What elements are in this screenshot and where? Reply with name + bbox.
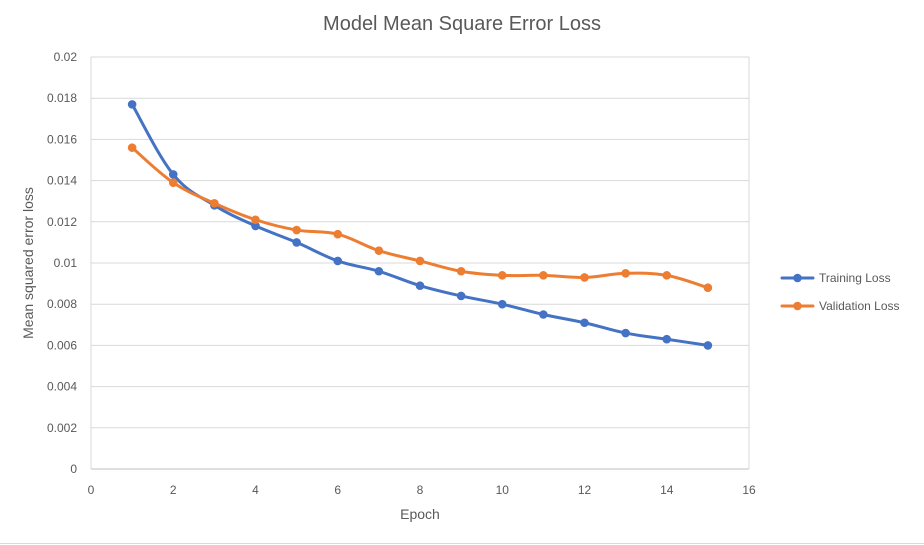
training-loss-point [168,170,178,179]
x-tick-label: 6 [334,483,341,497]
y-tick-label: 0.01 [54,256,78,270]
y-tick-label: 0.002 [47,421,77,435]
training-loss-point [621,328,630,338]
training-loss-point [662,334,672,344]
y-tick-label: 0 [70,462,77,476]
y-tick-label: 0.012 [47,215,77,229]
training-loss-legend-label: Training Loss [819,271,891,285]
y-tick-label: 0.014 [47,174,77,188]
validation-loss-point [292,225,301,235]
y-tick-label: 0.02 [54,50,78,64]
legend: Training Loss Validation Loss [780,271,900,313]
training-loss-point [292,238,301,247]
validation-loss-point [580,273,589,282]
training-loss-point [539,310,548,319]
validation-loss-point [251,215,260,225]
y-tick-label: 0.016 [47,132,77,146]
x-tick-label: 10 [496,483,510,497]
x-tick-label: 8 [417,483,424,497]
validation-loss-point [703,283,713,293]
x-tick-label: 14 [660,483,674,497]
training-loss-legend-marker [793,273,802,283]
chart-title: Model Mean Square Error Loss [323,13,601,35]
validation-loss-point [168,178,178,187]
validation-loss-point [662,271,672,280]
validation-loss-line [130,146,710,290]
validation-loss-point [333,229,343,239]
training-loss-point [703,341,713,350]
y-axis-label: Mean squared error loss [20,187,36,339]
x-tick-label: 12 [578,483,592,497]
x-tick-label: 0 [88,483,95,497]
y-tick-label: 0.018 [47,91,77,105]
tick-labels: 0 0.002 0.004 0.006 0.008 0.01 0.012 0.014 0.016… [47,50,756,497]
x-tick-label: 16 [742,483,756,497]
training-loss-point [333,256,343,266]
validation-loss-point [127,143,137,152]
training-loss-point [127,100,137,109]
training-loss-line [130,102,710,347]
training-loss-point [580,318,589,328]
validation-loss-point [210,198,219,208]
training-loss-point [415,281,425,290]
x-axis-label: Epoch [400,506,440,522]
validation-loss-legend-marker [793,301,802,311]
training-loss-point [456,291,466,301]
y-tick-label: 0.004 [47,380,77,394]
x-tick-label: 2 [170,483,177,497]
series-group [127,100,713,350]
validation-loss-point [539,271,548,280]
y-tick-label: 0.006 [47,338,77,352]
x-tick-label: 4 [252,483,259,497]
validation-loss-point [456,266,466,276]
validation-loss-point [415,256,425,266]
validation-loss-point [374,246,384,255]
validation-loss-point [621,269,630,278]
bottom-divider [0,543,924,544]
validation-loss-legend-label: Validation Loss [819,299,900,313]
training-loss-point [497,299,507,309]
training-loss-point [374,266,384,276]
validation-loss-point [497,271,507,280]
y-tick-label: 0.008 [47,297,77,311]
